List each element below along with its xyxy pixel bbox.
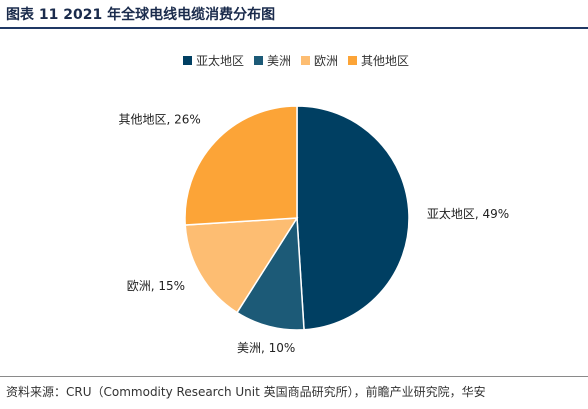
legend-swatch-asia-pacific bbox=[183, 55, 192, 65]
pie-slices bbox=[184, 105, 410, 331]
legend-item-asia-pacific: 亚太地区 bbox=[183, 52, 244, 69]
legend-item-other-regions: 其他地区 bbox=[348, 52, 409, 69]
legend-label-other-regions: 其他地区 bbox=[361, 53, 410, 68]
legend-swatch-americas bbox=[254, 55, 264, 65]
figure-header: 图表 11 2021 年全球电线电缆消费分布图 bbox=[0, 0, 588, 30]
pie-slice-label-americas: 美洲, 10% bbox=[237, 341, 295, 355]
legend-item-europe: 欧洲 bbox=[301, 52, 338, 69]
chart-legend: 亚太地区 美洲 欧洲 其他地区 bbox=[183, 52, 419, 68]
figure-title: 图表 11 2021 年全球电线电缆消费分布图 bbox=[6, 7, 276, 23]
source-divider bbox=[0, 376, 588, 377]
source-note: 资料来源：CRU（Commodity Research Unit 英国商品研究所… bbox=[6, 385, 486, 399]
legend-swatch-europe bbox=[301, 55, 311, 65]
legend-label-americas: 美洲 bbox=[267, 53, 292, 68]
legend-item-americas: 美洲 bbox=[254, 52, 291, 69]
pie-slice-labels: 亚太地区, 49% 美洲, 10% 欧洲, 15% 其他地区, 26% bbox=[118, 113, 509, 356]
pie-slice-europe bbox=[184, 217, 299, 314]
legend-label-europe: 欧洲 bbox=[314, 53, 339, 68]
title-divider bbox=[0, 27, 588, 29]
pie-slice-label-asia-pacific: 亚太地区, 49% bbox=[427, 206, 509, 221]
legend-swatch-other-regions bbox=[348, 55, 358, 65]
pie-slice-other-regions bbox=[184, 105, 298, 226]
pie-slice-label-other-regions: 其他地区, 26% bbox=[118, 113, 200, 127]
pie-slice-asia-pacific bbox=[296, 105, 410, 331]
legend-label-asia-pacific: 亚太地区 bbox=[196, 53, 245, 68]
pie-slice-label-europe: 欧洲, 15% bbox=[127, 279, 185, 293]
